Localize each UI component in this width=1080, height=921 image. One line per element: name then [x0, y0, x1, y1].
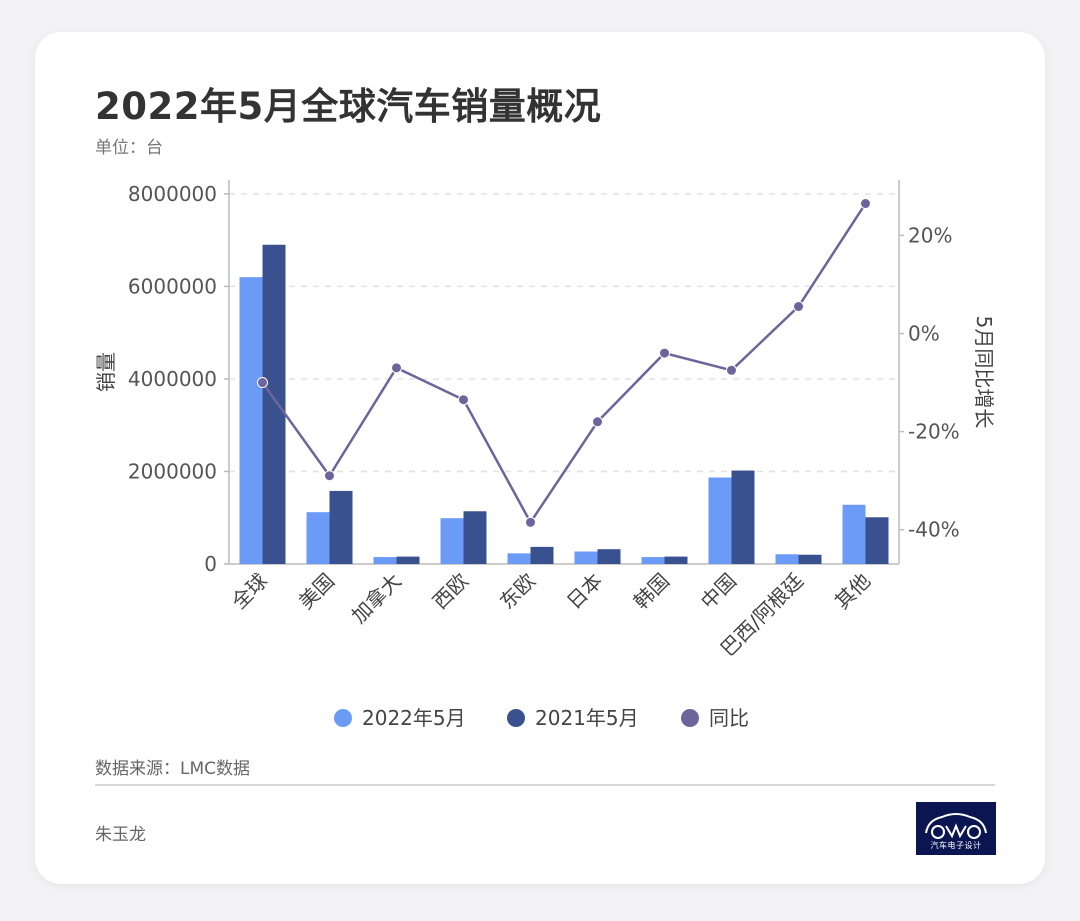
legend-marker: [681, 709, 699, 727]
bar-2021: [530, 546, 554, 564]
x-tick-label: 其他: [830, 569, 875, 614]
bar-2022: [641, 557, 665, 564]
bar-2022: [842, 504, 866, 564]
logo-text: 汽车电子设计: [930, 841, 982, 850]
chart-card: [35, 32, 1045, 884]
y-tick-label: 8000000: [128, 182, 217, 206]
legend-label: 同比: [709, 706, 749, 730]
x-tick-label: 韩国: [629, 569, 674, 614]
author-name: 朱玉龙: [95, 825, 146, 845]
bar-2021: [262, 244, 286, 564]
yoy-point: [726, 364, 737, 376]
x-tick-label: 东欧: [495, 569, 540, 614]
x-tick-label: 全球: [227, 569, 272, 614]
x-tick-label: 加拿大: [347, 569, 406, 628]
yoy-point: [592, 416, 603, 428]
y2-axis-title: 5月同比增长: [972, 316, 996, 429]
x-tick-label: 日本: [562, 569, 607, 614]
y-tick-label: 2000000: [128, 459, 217, 483]
car-logo-icon: [925, 813, 987, 839]
legend-label: 2022年5月: [362, 706, 466, 730]
bar-2022: [440, 518, 464, 564]
unit-label: 单位：台: [95, 138, 163, 158]
legend-marker: [507, 709, 525, 727]
bar-2021: [463, 511, 487, 564]
legend-label: 2021年5月: [535, 706, 639, 730]
bar-2021: [865, 517, 889, 564]
yoy-point: [860, 198, 871, 210]
bar-2021: [731, 470, 755, 564]
yoy-point: [458, 394, 469, 406]
x-tick-label: 中国: [696, 569, 741, 614]
bar-2021: [396, 556, 420, 564]
y-tick-label: 0: [204, 552, 217, 576]
bar-2022: [507, 553, 531, 564]
bar-2022: [306, 512, 330, 564]
bar-2022: [574, 551, 598, 564]
x-tick-label: 美国: [294, 569, 339, 614]
data-source: 数据来源：LMC数据: [95, 759, 251, 779]
chart-title: 2022年5月全球汽车销量概况: [95, 85, 602, 128]
y-tick-label: 4000000: [128, 367, 217, 391]
bar-2022: [239, 277, 263, 564]
yoy-point: [659, 347, 670, 359]
brand-logo: 汽车电子设计: [916, 802, 996, 855]
yoy-point: [324, 470, 335, 482]
y2-tick-label: 0%: [908, 322, 940, 346]
yoy-line: [261, 202, 867, 524]
y-tick-label: 6000000: [128, 274, 217, 298]
bar-2022: [775, 554, 799, 564]
bar-2021: [597, 549, 621, 564]
bar-2021: [329, 490, 353, 564]
legend-marker: [334, 709, 352, 727]
yoy-point: [793, 301, 804, 313]
bar-2022: [373, 557, 397, 564]
footer-divider: [95, 784, 995, 786]
y2-tick-label: -20%: [908, 420, 960, 444]
yoy-point: [257, 377, 268, 389]
x-tick-label: 西欧: [428, 569, 473, 614]
bar-2021: [664, 556, 688, 564]
bar-2021: [798, 554, 822, 564]
yoy-point: [391, 362, 402, 374]
y2-tick-label: 20%: [908, 223, 952, 247]
y2-tick-label: -40%: [908, 518, 960, 542]
y-axis-title: 销量: [94, 352, 118, 392]
yoy-point: [525, 516, 536, 528]
bar-2022: [708, 477, 732, 564]
